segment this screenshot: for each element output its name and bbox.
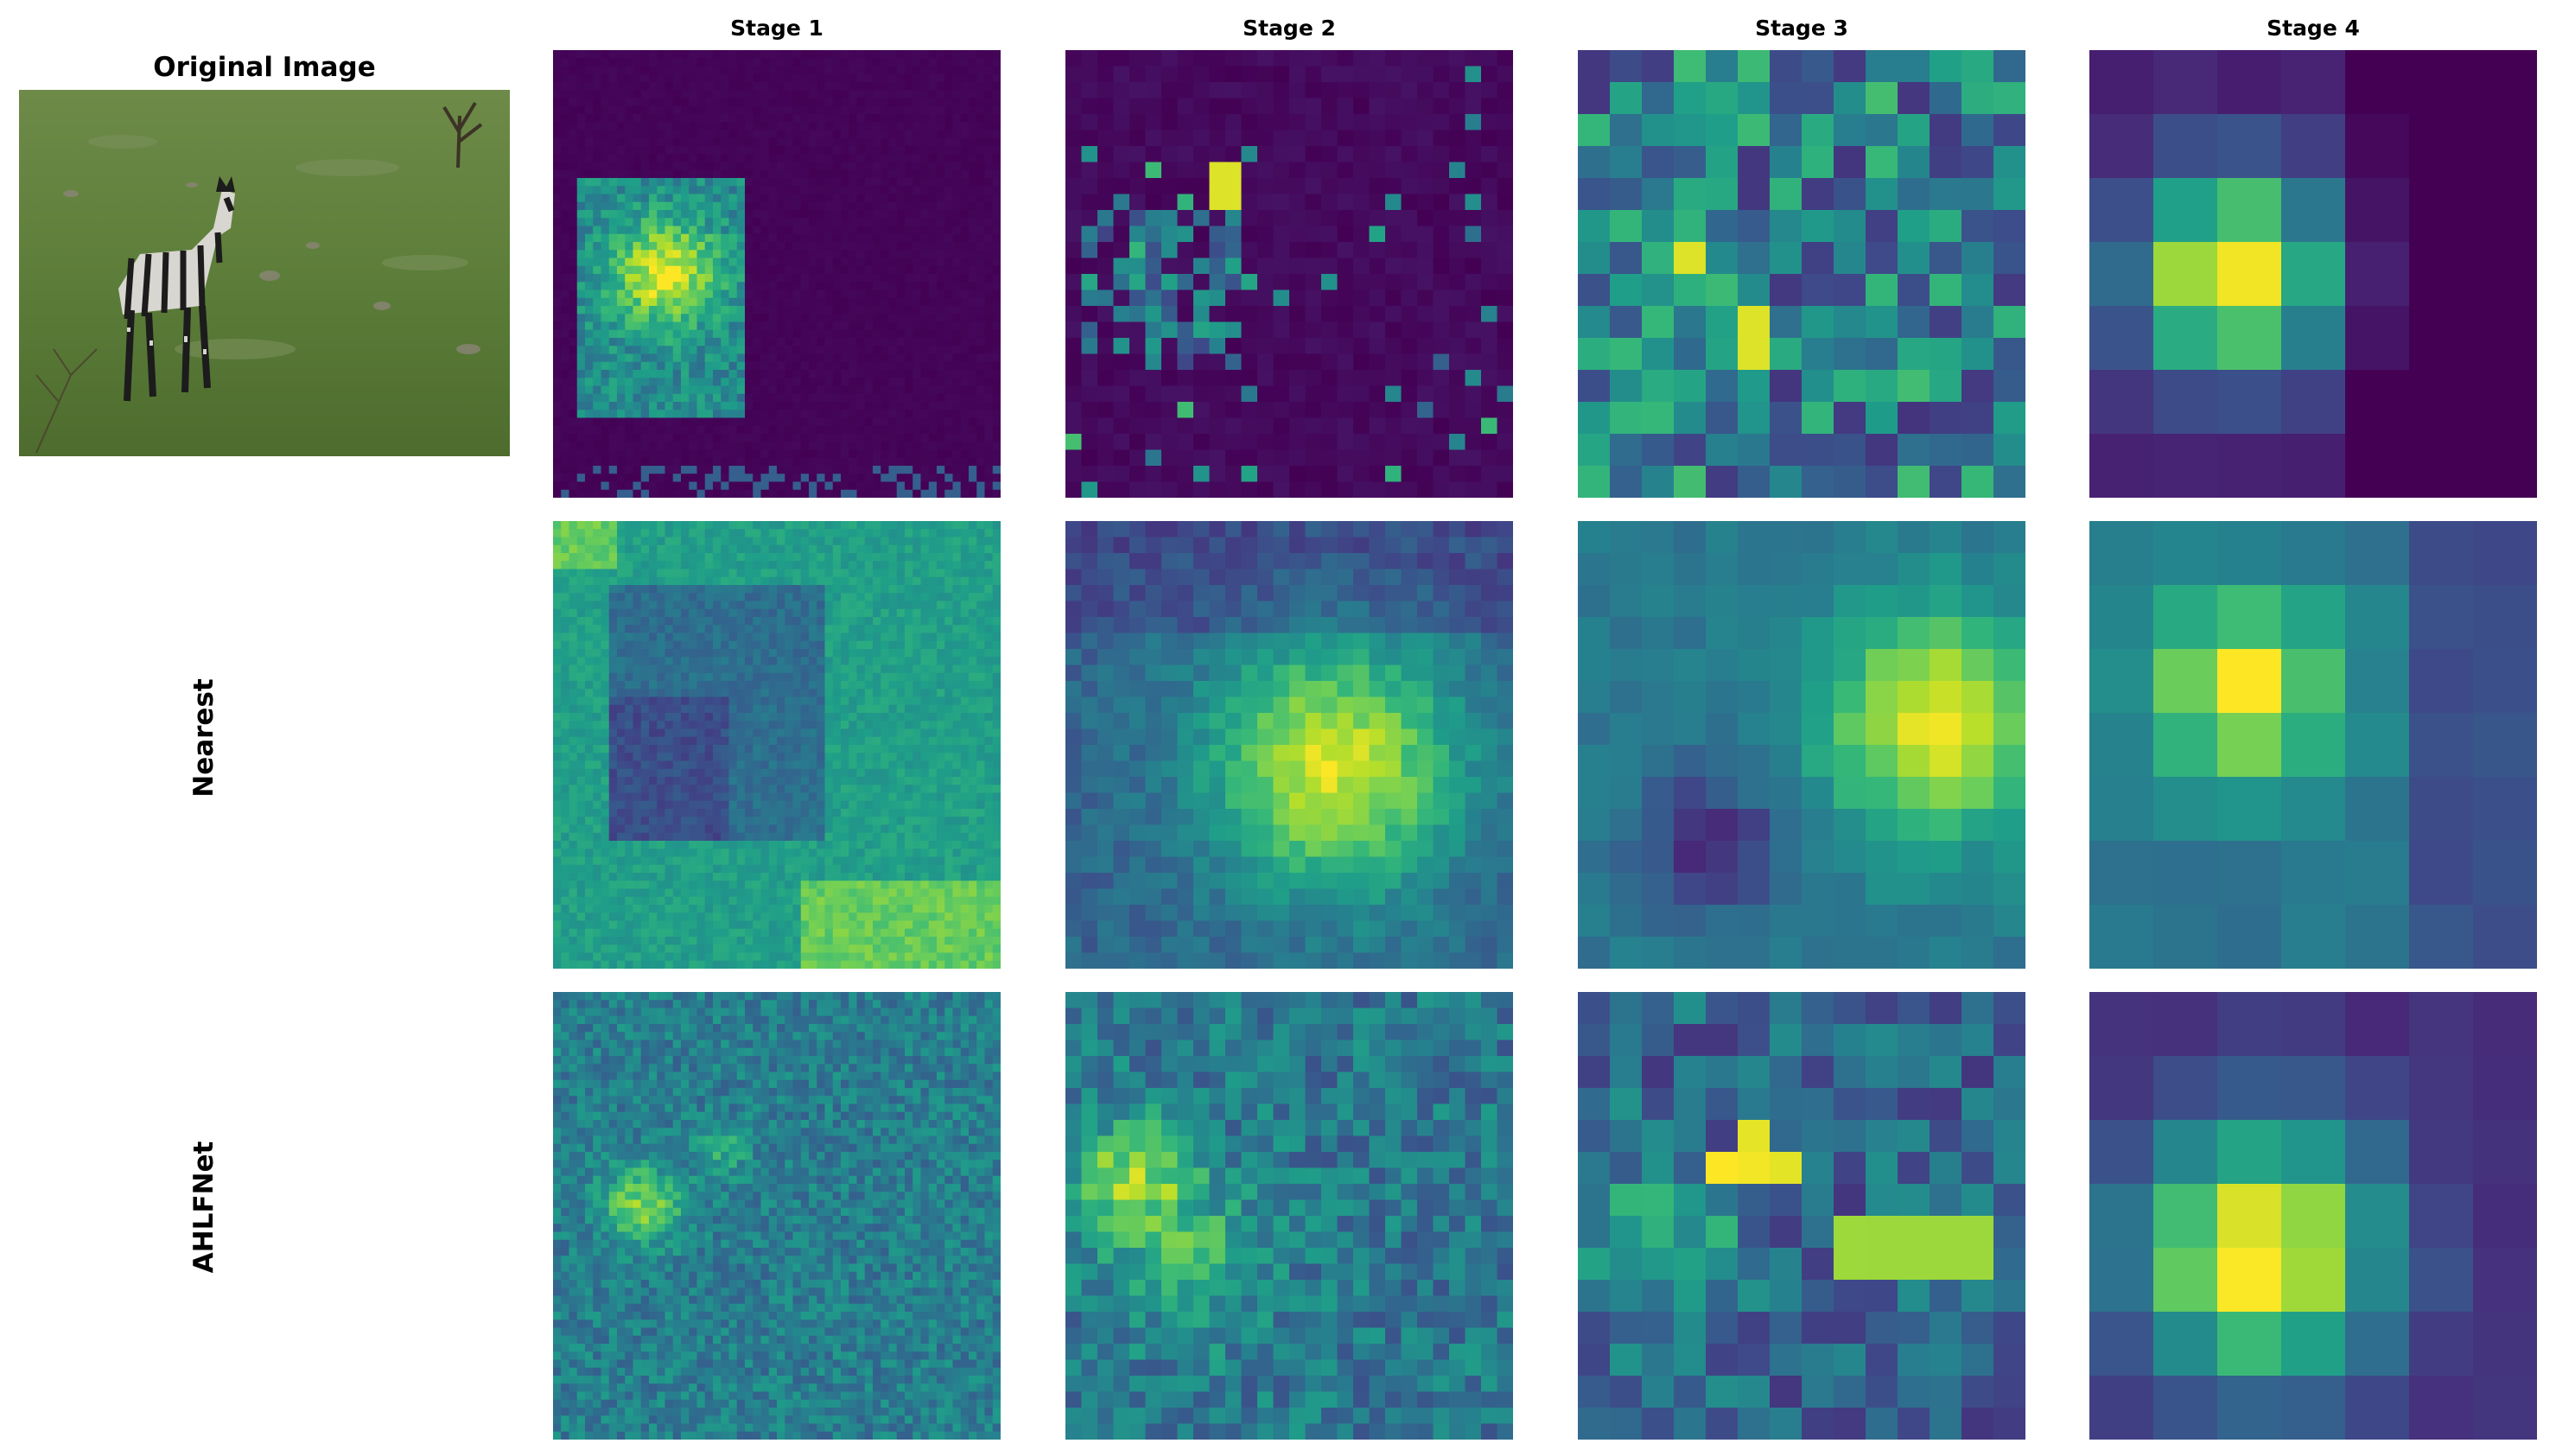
map-nearest-stage3 bbox=[1578, 521, 2025, 969]
map-row1-stage4 bbox=[2089, 50, 2537, 498]
row-label-nearest: Nearest bbox=[188, 678, 219, 798]
map-row1-stage3 bbox=[1578, 50, 2025, 498]
map-nearest-stage2 bbox=[1065, 521, 1513, 969]
map-ahlfnet-stage4 bbox=[2089, 992, 2537, 1440]
stage-1-title: Stage 1 bbox=[730, 16, 823, 41]
map-row1-stage2 bbox=[1065, 50, 1513, 498]
stage-4-title: Stage 4 bbox=[2267, 16, 2360, 41]
original-image-title: Original Image bbox=[153, 52, 376, 83]
original-zebra-photo bbox=[19, 90, 510, 456]
stage-2-title: Stage 2 bbox=[1243, 16, 1336, 41]
map-ahlfnet-stage1 bbox=[553, 992, 1001, 1440]
map-nearest-stage1 bbox=[553, 521, 1001, 969]
map-ahlfnet-stage2 bbox=[1065, 992, 1513, 1440]
map-nearest-stage4 bbox=[2089, 521, 2537, 969]
map-ahlfnet-stage3 bbox=[1578, 992, 2025, 1440]
row-label-ahlfnet: AHLFNet bbox=[188, 1141, 219, 1274]
stage-3-title: Stage 3 bbox=[1755, 16, 1848, 41]
map-row1-stage1 bbox=[553, 50, 1001, 498]
